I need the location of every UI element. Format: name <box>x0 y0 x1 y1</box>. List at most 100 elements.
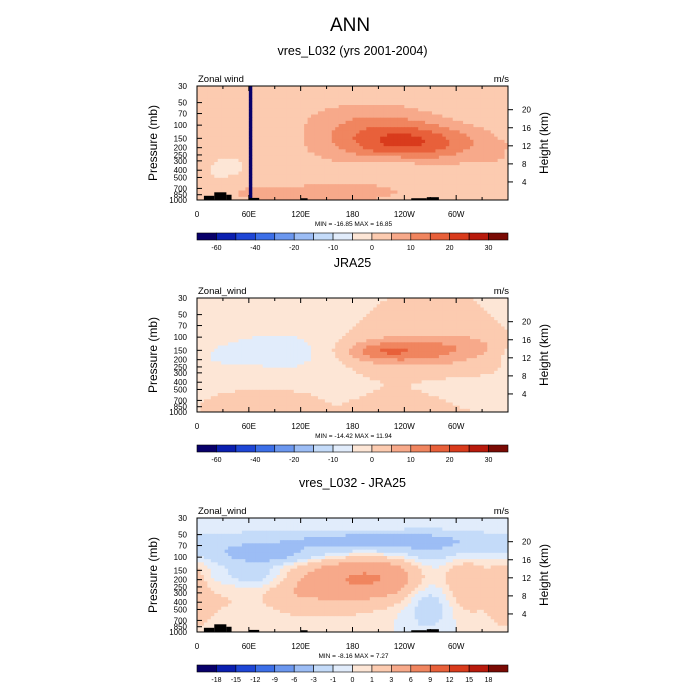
contour-cell <box>373 117 378 122</box>
contour-cell <box>279 162 284 166</box>
contour-cell <box>273 111 277 115</box>
contour-cell <box>504 177 509 182</box>
contour-cell <box>200 101 205 106</box>
contour-cell <box>331 86 336 90</box>
contour-cell <box>207 184 212 188</box>
contour-cell <box>397 158 402 163</box>
contour-cell <box>435 162 440 166</box>
contour-cell <box>210 158 215 163</box>
contour-cell <box>293 326 298 331</box>
contour-cell <box>456 190 461 195</box>
contour-cell <box>501 130 505 134</box>
contour-cell <box>241 108 246 112</box>
contour-cell <box>342 336 346 340</box>
contour-cell <box>418 168 423 172</box>
contour-cell <box>214 323 219 327</box>
contour-cell <box>221 345 226 350</box>
contour-cell <box>459 165 464 169</box>
contour-cell <box>421 108 426 112</box>
contour-cell <box>373 98 378 103</box>
contour-cell <box>217 130 222 134</box>
contour-cell <box>241 165 246 169</box>
contour-cell <box>290 190 295 195</box>
contour-cell <box>355 139 360 144</box>
contour-cell <box>366 190 371 195</box>
contour-cell <box>266 120 270 125</box>
contour-cell <box>483 117 488 122</box>
contour-cell <box>397 301 402 305</box>
contour-cell <box>228 298 232 302</box>
contour-cell <box>366 127 371 131</box>
contour-cell <box>314 339 319 343</box>
contour-cell <box>328 174 333 179</box>
contour-cell <box>380 348 384 353</box>
contour-cell <box>283 171 288 176</box>
contour-cell <box>217 307 222 312</box>
contour-cell <box>445 143 450 147</box>
contour-cell <box>376 89 381 93</box>
contour-cell <box>203 158 208 163</box>
contour-cell <box>311 313 315 318</box>
contour-cell <box>428 336 433 340</box>
contour-cell <box>321 108 326 112</box>
contour-cell <box>407 323 412 327</box>
contour-cell <box>497 120 502 125</box>
contour-cell <box>366 307 371 312</box>
contour-cell <box>456 177 461 182</box>
contour-cell <box>342 326 346 331</box>
contour-cell <box>207 320 212 324</box>
contour-cell <box>300 336 305 340</box>
contour-cell <box>473 298 478 302</box>
contour-cell <box>224 323 229 327</box>
contour-cell <box>442 168 447 172</box>
contour-cell <box>352 143 357 147</box>
contour-cell <box>483 193 488 198</box>
contour-cell <box>245 127 250 131</box>
contour-cell <box>324 190 329 195</box>
contour-cell <box>369 190 374 195</box>
contour-cell <box>245 133 250 138</box>
contour-cell <box>349 190 353 195</box>
contour-cell <box>404 98 409 103</box>
contour-cell <box>497 336 502 340</box>
contour-cell <box>438 114 443 119</box>
contour-cell <box>290 181 295 185</box>
contour-cell <box>435 89 440 93</box>
contour-cell <box>501 133 505 138</box>
contour-cell <box>314 139 319 144</box>
contour-cell <box>449 168 454 172</box>
contour-cell <box>473 86 478 90</box>
contour-cell <box>407 298 412 302</box>
contour-cell <box>466 146 471 150</box>
contour-cell <box>393 108 398 112</box>
contour-cell <box>293 336 298 340</box>
contour-cell <box>428 174 433 179</box>
contour-cell <box>231 120 236 125</box>
contour-cell <box>203 124 208 128</box>
contour-cell <box>317 177 322 182</box>
contour-cell <box>362 323 367 327</box>
contour-cell <box>411 177 416 182</box>
contour-cell <box>245 310 250 315</box>
contour-cell <box>387 162 391 166</box>
contour-cell <box>400 95 405 100</box>
contour-cell <box>435 105 440 109</box>
contour-cell <box>362 336 367 340</box>
contour-cell <box>497 174 502 179</box>
contour-cell <box>431 174 436 179</box>
contour-cell <box>404 158 409 163</box>
contour-cell <box>335 310 340 315</box>
contour-cell <box>238 133 243 138</box>
contour-cell <box>459 120 464 125</box>
contour-cell <box>300 351 305 356</box>
y-tick-label: 150 <box>174 134 188 143</box>
contour-cell <box>449 190 454 195</box>
contour-cell <box>438 310 443 315</box>
contour-cell <box>418 174 423 179</box>
contour-cell <box>314 117 319 122</box>
contour-cell <box>466 143 471 147</box>
contour-cell <box>352 323 357 327</box>
contour-cell <box>311 101 315 106</box>
contour-cell <box>418 336 423 340</box>
contour-cell <box>286 301 291 305</box>
